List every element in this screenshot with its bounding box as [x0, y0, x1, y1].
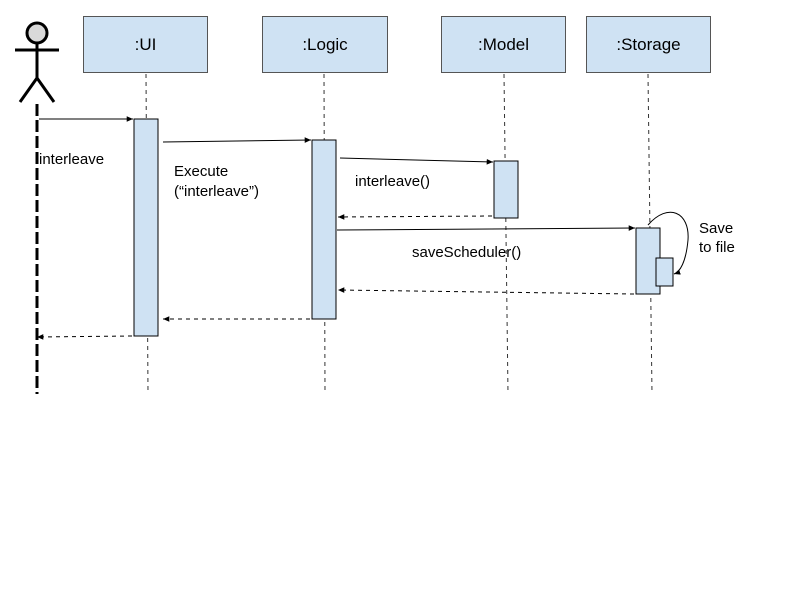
message-label-save-scheduler: saveScheduler() [412, 244, 521, 261]
return-arrow-model [337, 214, 493, 220]
message-label-save-line2: to file [699, 239, 735, 256]
activation-storage-self [655, 257, 674, 287]
message-label-save-line1: Save [699, 220, 733, 237]
message-label-model-interleave: interleave() [355, 173, 430, 190]
activation-model [493, 160, 519, 219]
message-arrow-model-interleave [339, 157, 494, 165]
lifeline-model [503, 73, 509, 395]
message-label-interleave: interleave [39, 151, 104, 168]
self-message-arrow-save-to-file [647, 211, 689, 275]
message-arrow-execute [162, 137, 312, 143]
return-arrow-storage [337, 287, 635, 295]
message-label-execute-line2: (“interleave”) [174, 183, 259, 200]
message-label-execute-line1: Execute [174, 163, 228, 180]
participant-model: :Model [441, 16, 566, 73]
participant-ui: :UI [83, 16, 208, 73]
participant-storage: :Storage [586, 16, 711, 73]
activation-logic [311, 139, 337, 320]
return-arrow-ui [36, 334, 133, 340]
activation-ui [133, 118, 159, 337]
participant-logic: :Logic [262, 16, 388, 73]
stick-figure-actor-icon [15, 21, 59, 103]
message-arrow-save-scheduler [336, 225, 636, 231]
